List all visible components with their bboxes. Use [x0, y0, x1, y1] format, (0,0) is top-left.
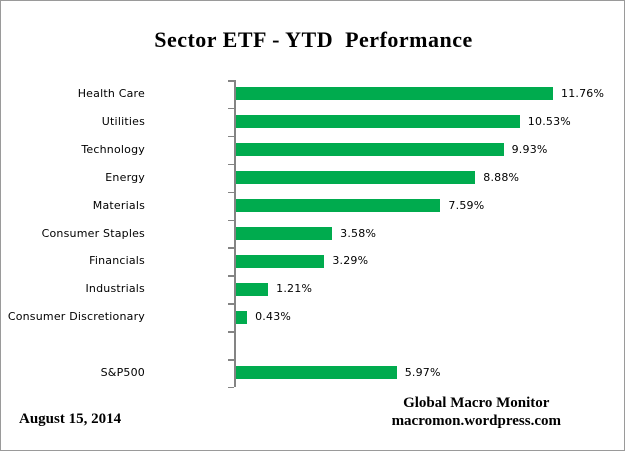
value-label: 11.76%: [561, 87, 605, 100]
footer-source-line2: macromon.wordpress.com: [391, 413, 561, 429]
chart-area: Health Care 11.76% Utilities 10.53% Technolo…: [1, 80, 624, 389]
footer-source-line1: Global Macro Monitor: [403, 395, 550, 411]
bar: [235, 254, 325, 268]
axis-tick: [228, 163, 234, 166]
axis-tick: [228, 107, 234, 110]
value-label: 3.29%: [332, 254, 369, 268]
axis-tick: [228, 191, 234, 194]
category-label: Industrials: [85, 282, 145, 296]
category-label: Consumer Discretionary: [7, 310, 145, 324]
value-label: 9.93%: [511, 142, 548, 156]
axis-tick: [228, 247, 234, 249]
chart-title: Sector ETF - YTD Performance: [154, 27, 473, 52]
axis-tick: [228, 275, 234, 277]
axis-tick: [228, 219, 234, 221]
bar: [235, 310, 248, 324]
bar: [235, 115, 520, 129]
axis-tick: [228, 80, 234, 82]
value-label: 8.88%: [483, 170, 520, 184]
category-label: Energy: [105, 170, 145, 184]
value-label: 7.59%: [448, 198, 485, 212]
value-label: 3.58%: [340, 226, 377, 240]
axis-tick: [228, 386, 234, 389]
value-label: 10.53%: [527, 114, 571, 128]
axis-tick: [228, 303, 234, 305]
value-label: 0.43%: [255, 310, 292, 324]
footer-source-credit: Global Macro Monitor macromon.wordpress.…: [392, 394, 561, 430]
category-label: Utilities: [101, 114, 145, 128]
bar: [235, 87, 554, 101]
category-label: Consumer Staples: [41, 226, 145, 240]
category-label: S&P500: [100, 366, 145, 379]
bar: [235, 199, 441, 213]
axis-tick: [228, 135, 234, 138]
bar: [235, 171, 476, 185]
value-label: 5.97%: [404, 366, 441, 379]
footer-date: August 15, 2014: [19, 411, 122, 427]
bar: [235, 282, 269, 296]
category-label: Health Care: [77, 87, 145, 100]
category-label: Technology: [81, 142, 145, 156]
bar: [235, 366, 397, 380]
category-axis-line: [234, 80, 236, 387]
axis-tick: [228, 331, 234, 333]
category-label: Materials: [92, 198, 145, 212]
bar: [235, 143, 504, 157]
bar: [235, 226, 333, 240]
category-label: Financials: [89, 254, 145, 268]
axis-tick: [228, 359, 234, 361]
value-label: 1.21%: [276, 282, 313, 296]
